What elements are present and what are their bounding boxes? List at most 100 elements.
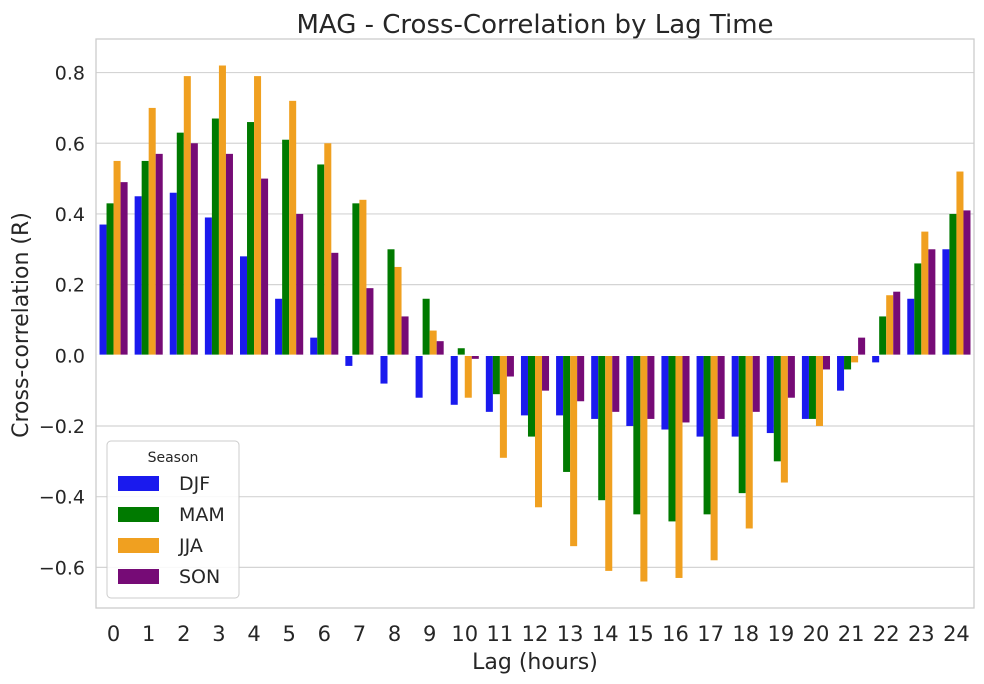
bar-son-lag-16 [682, 355, 690, 423]
bar-djf-lag-13 [556, 355, 564, 416]
y-axis-title: Cross-correlation (R) [9, 212, 34, 438]
bar-mam-lag-15 [633, 355, 641, 515]
bar-jja-lag-13 [570, 355, 578, 547]
bar-jja-lag-16 [675, 355, 683, 578]
bar-son-lag-9 [436, 341, 444, 356]
y-tick-label: 0.2 [55, 275, 85, 297]
bar-mam-lag-10 [457, 348, 465, 356]
bar-djf-lag-8 [380, 355, 388, 384]
bar-mam-lag-16 [668, 355, 676, 522]
bar-djf-lag-22 [872, 355, 880, 363]
x-tick-label: 17 [697, 622, 724, 646]
bar-jja-lag-11 [499, 355, 507, 458]
bar-mam-lag-21 [844, 355, 852, 370]
bar-son-lag-6 [331, 252, 339, 356]
bar-jja-lag-2 [183, 76, 191, 356]
x-tick-label: 4 [247, 622, 260, 646]
bar-jja-lag-9 [429, 330, 437, 356]
x-tick-label: 7 [353, 622, 366, 646]
bar-son-lag-1 [155, 153, 163, 356]
bar-jja-lag-6 [324, 143, 332, 356]
x-tick-labels: 0 1 2 3 4 5 6 7 8 9 10 11 12 13 14 15 16 17 18 19 20 21 22 23 24 [107, 622, 970, 646]
bar-son-lag-21 [858, 337, 866, 356]
bar-son-lag-14 [612, 355, 620, 412]
bar-mam-lag-6 [317, 164, 325, 356]
y-tick-label: 0.4 [55, 204, 85, 226]
bar-mam-lag-9 [422, 298, 430, 356]
bar-mam-lag-0 [106, 203, 114, 356]
bar-son-lag-20 [822, 355, 831, 370]
x-tick-label: 2 [177, 622, 190, 646]
x-tick-label: 22 [873, 622, 900, 646]
bar-djf-lag-9 [415, 355, 423, 398]
bar-djf-lag-24 [942, 249, 950, 356]
bar-jja-lag-19 [780, 355, 788, 483]
y-tick-label: 0.8 [55, 63, 85, 85]
bar-mam-lag-14 [598, 355, 606, 501]
bar-son-lag-2 [190, 143, 198, 356]
bar-mam-lag-7 [352, 203, 360, 356]
bar-jja-lag-8 [394, 266, 402, 356]
legend-swatch-djf [118, 476, 159, 491]
legend-title: Season [148, 450, 199, 466]
bar-mam-lag-19 [773, 355, 781, 462]
x-tick-label: 10 [451, 622, 478, 646]
plot-frame [95, 38, 975, 609]
bar-djf-lag-4 [239, 256, 248, 356]
bar-djf-lag-6 [310, 337, 318, 356]
legend-label-djf: DJF [179, 473, 210, 495]
legend-label-mam: MAM [179, 504, 225, 526]
x-tick-label: 11 [487, 622, 514, 646]
bar-son-lag-0 [120, 182, 128, 356]
x-tick-label: 1 [142, 622, 155, 646]
bar-djf-lag-16 [661, 355, 669, 430]
bar-djf-lag-14 [591, 355, 599, 419]
bar-jja-lag-21 [851, 355, 859, 363]
legend-label-jja: JJA [178, 535, 203, 557]
bar-mam-lag-3 [211, 118, 219, 356]
bar-mam-lag-2 [176, 132, 184, 356]
bars [99, 65, 971, 582]
bar-jja-lag-3 [218, 65, 226, 356]
y-tick-label: 0.0 [55, 345, 85, 367]
legend-label-son: SON [179, 566, 220, 588]
bar-son-lag-12 [542, 355, 550, 391]
bar-son-lag-4 [261, 178, 269, 356]
y-tick-label: −0.4 [39, 487, 85, 509]
bar-son-lag-17 [717, 355, 725, 419]
bar-jja-lag-15 [640, 355, 648, 582]
bar-jja-lag-4 [254, 76, 262, 356]
bar-jja-lag-10 [464, 355, 472, 398]
bar-djf-lag-3 [204, 217, 212, 356]
bar-mam-lag-11 [492, 355, 500, 395]
bar-djf-lag-1 [134, 196, 142, 356]
y-tick-labels: −0.6 −0.4 −0.2 0.0 0.2 0.4 0.6 0.8 [39, 63, 85, 580]
bar-mam-lag-17 [703, 355, 711, 515]
bar-jja-lag-18 [745, 355, 753, 529]
bar-son-lag-11 [506, 355, 514, 377]
legend-swatch-son [118, 569, 159, 584]
bar-jja-lag-20 [815, 355, 823, 426]
x-tick-label: 9 [423, 622, 436, 646]
bar-son-lag-3 [225, 153, 233, 356]
bar-son-lag-19 [787, 355, 795, 398]
x-tick-label: 3 [212, 622, 225, 646]
bar-son-lag-24 [963, 210, 971, 356]
x-tick-label: 14 [592, 622, 619, 646]
bar-jja-lag-12 [535, 355, 543, 508]
bar-mam-lag-5 [282, 139, 290, 356]
chart-title: MAG - Cross-Correlation by Lag Time [296, 10, 773, 40]
bar-jja-lag-17 [710, 355, 718, 561]
bar-son-lag-23 [928, 249, 936, 356]
bar-mam-lag-1 [141, 160, 149, 356]
x-tick-label: 8 [388, 622, 401, 646]
bar-jja-lag-0 [113, 160, 121, 356]
x-tick-label: 24 [943, 622, 970, 646]
x-tick-label: 23 [908, 622, 935, 646]
x-tick-label: 20 [803, 622, 830, 646]
legend-swatch-mam [118, 507, 159, 522]
x-tick-label: 13 [557, 622, 584, 646]
x-tick-label: 16 [662, 622, 689, 646]
bar-djf-lag-23 [907, 298, 915, 356]
bar-mam-lag-8 [387, 249, 395, 356]
